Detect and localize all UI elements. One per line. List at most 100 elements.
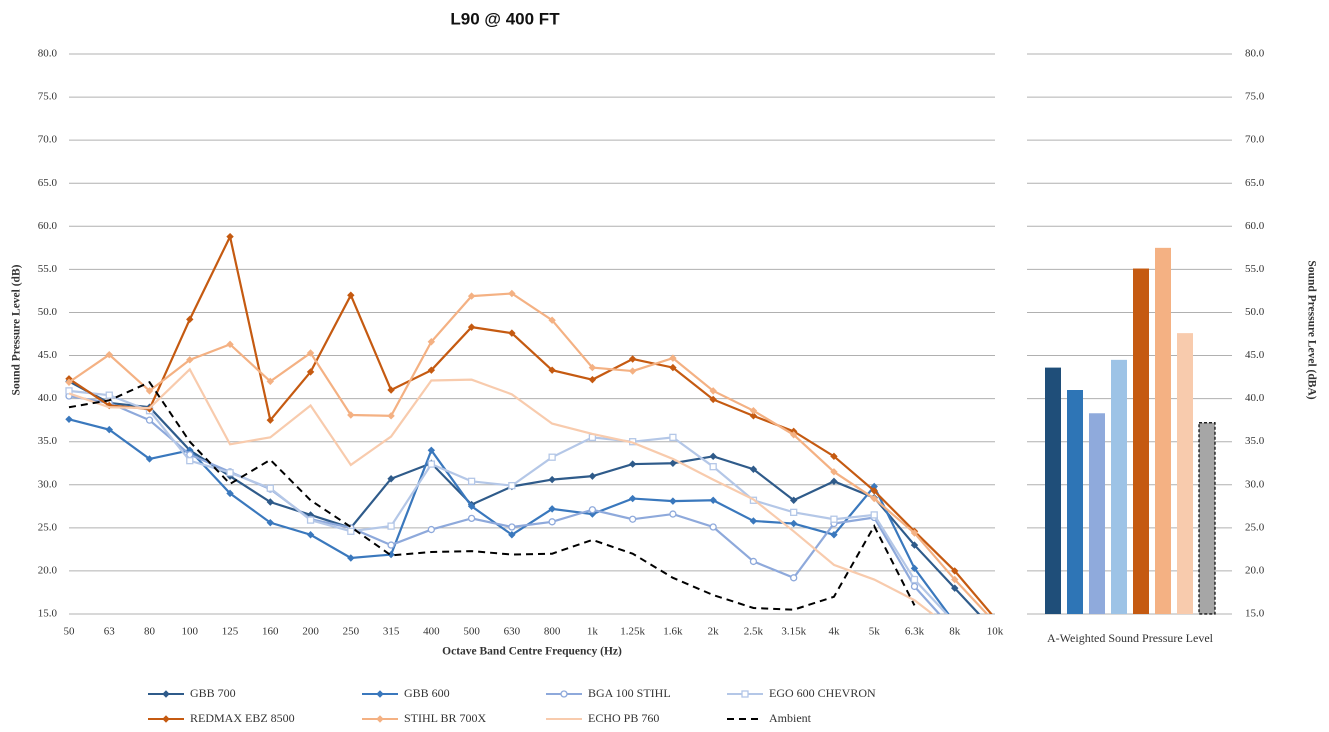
y-tick-label: 75.0	[38, 91, 58, 103]
data-point	[749, 412, 758, 420]
data-point	[910, 582, 919, 591]
x-tick-label: 5k	[869, 626, 881, 638]
data-point	[467, 502, 476, 511]
bar	[1198, 422, 1216, 615]
legend-label: Ambient	[769, 711, 812, 725]
data-point	[669, 354, 677, 362]
legend-label: GBB 600	[404, 686, 450, 700]
data-point	[709, 395, 717, 404]
data-point	[548, 316, 556, 324]
data-point	[266, 498, 275, 506]
legend-label: EGO 600 CHEVRON	[769, 686, 876, 700]
y-tick-label: 60.0	[38, 220, 58, 232]
data-point	[548, 518, 556, 526]
data-point	[347, 411, 355, 419]
data-point	[669, 497, 677, 505]
data-point	[387, 541, 395, 549]
y-tick-label: 45.0	[1245, 349, 1265, 361]
data-point	[427, 338, 436, 346]
data-point	[387, 475, 395, 483]
data-point	[749, 406, 758, 415]
x-axis-title: A-Weighted Sound Pressure Level	[1047, 631, 1213, 645]
data-point	[145, 416, 154, 424]
data-point	[992, 637, 998, 643]
data-point	[105, 401, 113, 410]
data-point	[387, 386, 395, 394]
data-point	[306, 516, 315, 524]
data-point	[588, 375, 597, 384]
x-tick-label: 630	[504, 626, 521, 638]
data-point	[910, 564, 919, 573]
y-tick-label: 40.0	[1245, 392, 1265, 404]
data-point	[186, 456, 194, 465]
data-point	[186, 315, 194, 324]
y-tick-label: 60.0	[1245, 220, 1265, 232]
legend-label: REDMAX EBZ 8500	[190, 711, 295, 725]
x-tick-label: 315	[383, 626, 400, 638]
legend-label: STIHL BR 700X	[404, 711, 487, 725]
data-point	[709, 387, 717, 395]
y-tick-label: 20.0	[38, 564, 58, 576]
data-point	[105, 391, 113, 399]
data-point	[548, 366, 556, 374]
legend-swatch	[560, 690, 568, 698]
data-point	[830, 515, 838, 523]
x-tick-label: 10k	[987, 626, 1004, 638]
x-tick-label: 50	[64, 626, 76, 638]
chart-title: L90 @ 400 FT	[450, 9, 560, 28]
data-point	[789, 496, 798, 504]
data-point	[548, 475, 556, 484]
data-point	[588, 472, 597, 480]
x-tick-label: 500	[463, 626, 480, 638]
data-point	[992, 637, 998, 643]
data-point	[628, 367, 637, 375]
data-point	[226, 469, 234, 477]
data-point	[467, 292, 476, 300]
data-point	[790, 574, 798, 582]
data-point	[427, 460, 435, 468]
data-point	[830, 531, 838, 539]
y-tick-label: 70.0	[1245, 134, 1265, 146]
x-tick-label: 1k	[587, 626, 599, 638]
x-tick-label: 250	[343, 626, 360, 638]
data-point	[830, 468, 838, 476]
data-point	[910, 529, 919, 537]
data-point	[709, 452, 717, 461]
data-point	[145, 387, 154, 395]
y-tick-label: 30.0	[38, 478, 58, 490]
y-tick-label: 75.0	[1245, 91, 1265, 103]
x-tick-label: 1.6k	[663, 626, 683, 638]
data-point	[749, 517, 758, 525]
legend-swatch	[162, 715, 170, 723]
legend-swatch	[741, 690, 749, 698]
x-tick-label: 3.15k	[781, 626, 806, 638]
data-point	[427, 446, 436, 455]
x-tick-label: 125	[222, 626, 239, 638]
data-point	[347, 291, 355, 299]
series-line	[68, 233, 993, 614]
data-point	[870, 487, 878, 495]
data-point	[588, 363, 597, 372]
data-point	[508, 289, 516, 298]
bar	[1067, 390, 1083, 614]
y-axis-title: Sound Pressure Level (dB)	[11, 264, 23, 395]
x-tick-label: 2k	[708, 626, 720, 638]
bar	[1177, 333, 1193, 614]
data-point	[306, 368, 315, 376]
data-point	[105, 425, 113, 434]
y-tick-label: 30.0	[1245, 478, 1265, 490]
x-tick-label: 160	[262, 626, 279, 638]
series-line	[68, 292, 989, 614]
data-point	[226, 232, 234, 241]
x-tick-label: 63	[104, 626, 116, 638]
x-tick-label: 200	[302, 626, 319, 638]
y-tick-label: 35.0	[1245, 435, 1265, 447]
data-point	[709, 523, 717, 531]
data-point	[266, 377, 275, 386]
series-line	[68, 367, 935, 614]
x-tick-label: 80	[144, 626, 156, 638]
data-point	[749, 557, 758, 566]
x-tick-label: 4k	[828, 626, 840, 638]
data-point	[65, 378, 73, 386]
legend-label: ECHO PB 760	[588, 711, 659, 725]
